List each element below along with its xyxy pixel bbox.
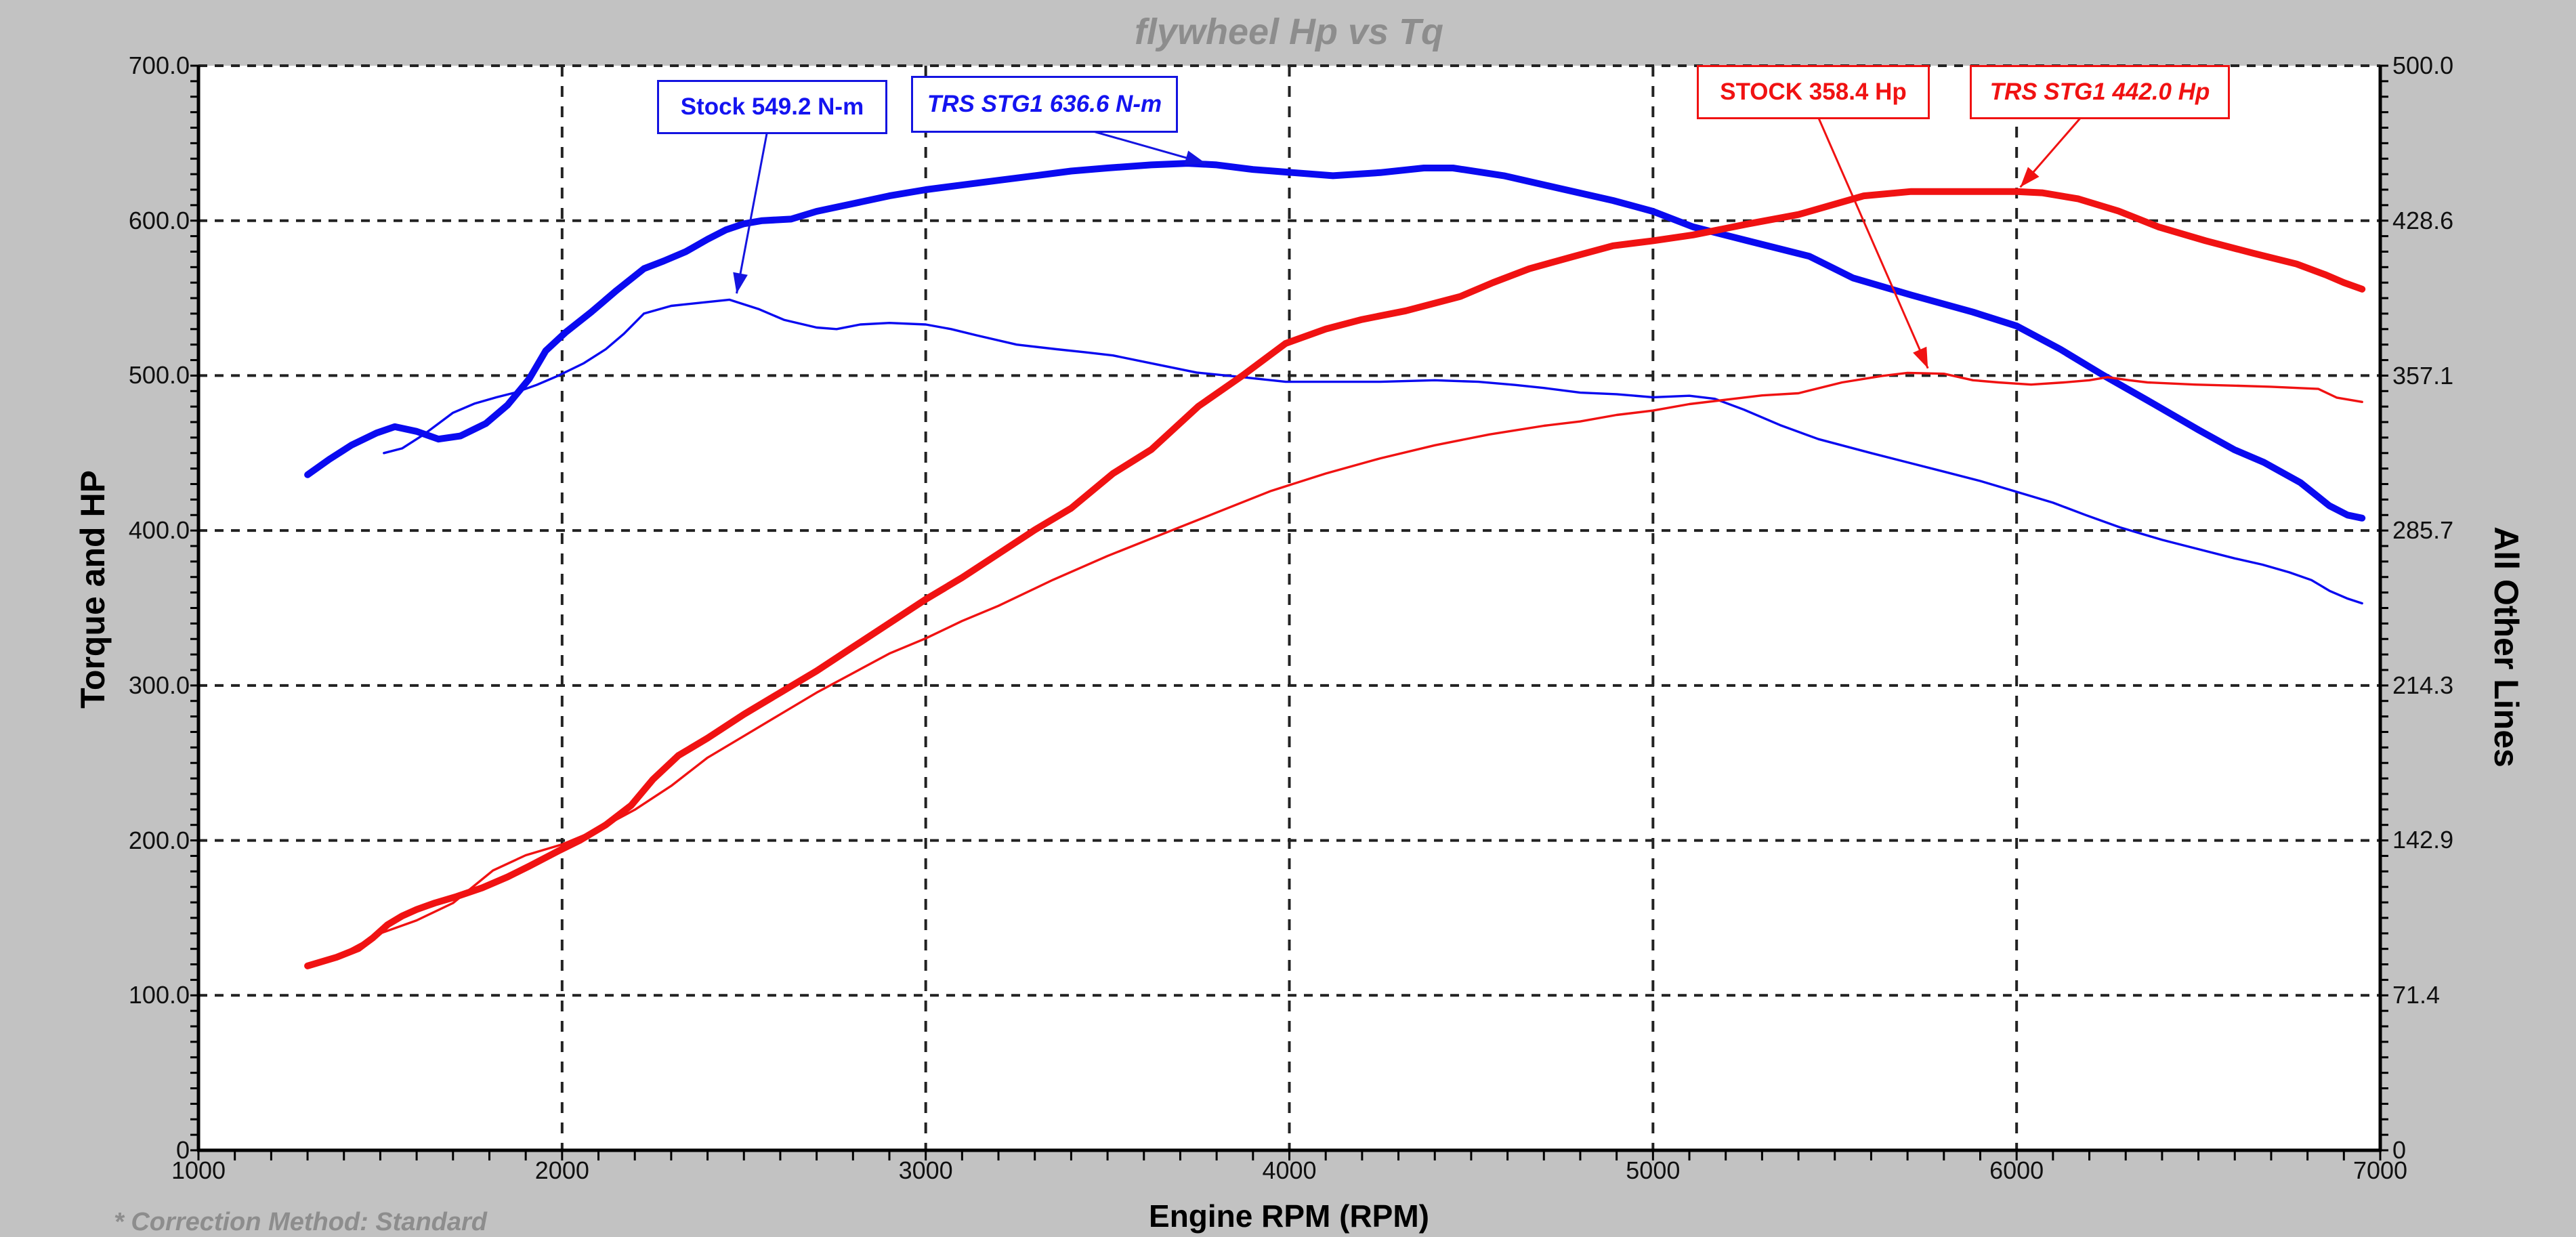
callout-stock-torque-label: Stock 549.2 N-m xyxy=(680,93,864,120)
y-right-tick-label: 71.4 xyxy=(2392,981,2441,1009)
y-right-tick-label: 214.3 xyxy=(2392,671,2454,699)
arrowhead-icon-trs-stg1-hp-callout xyxy=(2020,167,2040,188)
arrowhead-icon-stock-hp-callout xyxy=(1913,346,1928,369)
callout-trs-stg1-torque-label: TRS STG1 636.6 N-m xyxy=(927,91,1162,117)
curve-trs-stg1-hp xyxy=(304,188,2366,969)
callout-stock-hp-label: STOCK 358.4 Hp xyxy=(1720,79,1907,105)
y-right-tick-label: 428.6 xyxy=(2392,206,2454,234)
x-tick-label: 5000 xyxy=(1626,1156,1681,1184)
callout-stock-torque: Stock 549.2 N-m xyxy=(657,80,887,134)
y-left-tick-label: 700.0 xyxy=(128,51,190,79)
x-tick-label: 3000 xyxy=(898,1156,953,1184)
y-right-tick-label: 357.1 xyxy=(2392,361,2454,390)
y-right-tick-label: 142.9 xyxy=(2392,826,2454,854)
leader-line-stock-torque-callout xyxy=(736,129,769,294)
callout-stock-hp: STOCK 358.4 Hp xyxy=(1697,65,1930,119)
callout-trs-stg1-torque: TRS STG1 636.6 N-m xyxy=(911,76,1178,133)
callout-trs-stg1-hp: TRS STG1 442.0 Hp xyxy=(1970,65,2230,119)
x-tick-label: 4000 xyxy=(1262,1156,1317,1184)
x-axis-title: Engine RPM (RPM) xyxy=(1149,1198,1429,1234)
y-left-tick-label: 0 xyxy=(175,1136,190,1164)
curve-stock-hp xyxy=(343,371,2363,955)
y-left-tick-label: 100.0 xyxy=(128,981,190,1009)
callout-trs-stg1-hp-label: TRS STG1 442.0 Hp xyxy=(1989,79,2210,105)
leader-line-stock-hp-callout xyxy=(1816,114,1929,369)
y-left-tick-label: 600.0 xyxy=(128,206,190,234)
chart-title: flywheel Hp vs Tq xyxy=(1134,12,1444,52)
y-right-tick-label: 285.7 xyxy=(2392,516,2454,545)
arrowhead-icon-stock-torque-callout xyxy=(733,272,748,294)
y-right-tick-label: 500.0 xyxy=(2392,51,2454,79)
y-left-tick-label: 200.0 xyxy=(128,826,190,854)
x-tick-label: 7000 xyxy=(2352,1156,2408,1184)
curve-stock-torque xyxy=(383,298,2363,605)
curve-trs-stg1-torque xyxy=(304,160,2366,522)
x-tick-label: 2000 xyxy=(534,1156,589,1184)
y-right-tick-label: 0 xyxy=(2392,1136,2407,1164)
footnote-correction-method: * Correction Method: Standard xyxy=(114,1208,488,1236)
leader-line-trs-stg1-torque-callout xyxy=(1083,127,1206,165)
y-left-tick-label: 300.0 xyxy=(128,671,190,699)
x-tick-label: 1000 xyxy=(171,1156,226,1184)
x-tick-label: 6000 xyxy=(1989,1156,2044,1184)
y-left-tick-label: 400.0 xyxy=(128,516,190,545)
y-left-tick-label: 500.0 xyxy=(128,361,190,390)
arrowhead-icon-trs-stg1-torque-callout xyxy=(1184,150,1206,165)
y-right-axis-title: All Other Lines xyxy=(2487,526,2525,768)
